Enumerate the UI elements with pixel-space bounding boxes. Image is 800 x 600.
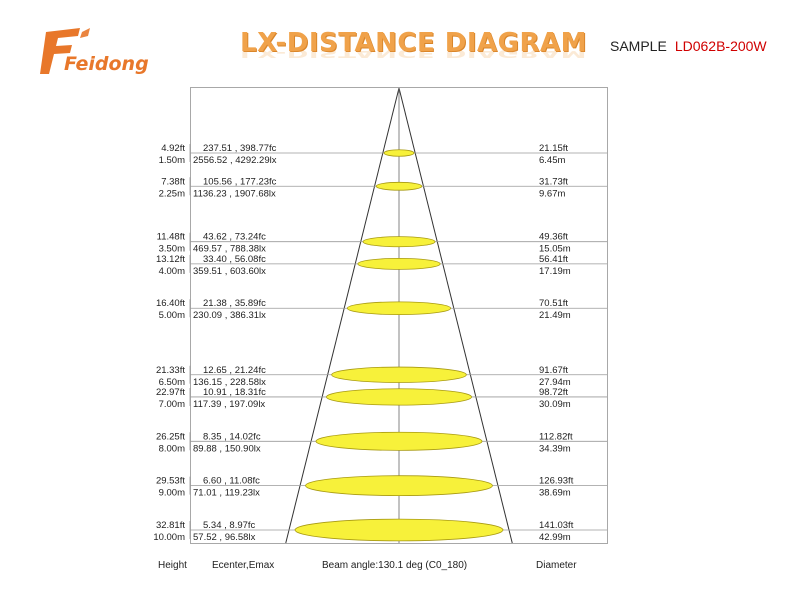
- illuminance-fc-label: 5.34 , 8.97fc: [203, 520, 256, 531]
- beam-spot-ellipse: [383, 149, 415, 157]
- sample-label-row: SAMPLE LD062B-200W: [610, 38, 767, 54]
- illuminance-lx-label: 117.39 , 197.09lx: [193, 399, 265, 410]
- diameter-m-label: 30.09m: [539, 399, 571, 410]
- logo-mark: Feidong: [40, 28, 149, 75]
- distance-ft-label: 22.97ft: [156, 387, 185, 398]
- illuminance-fc-label: 237.51 , 398.77fc: [203, 143, 277, 154]
- beam-edge-left: [285, 87, 400, 544]
- diagram-frame: [190, 87, 608, 544]
- footer-ecenter-label: Ecenter,Emax: [212, 560, 274, 571]
- illuminance-fc-label: 8.35 , 14.02fc: [203, 431, 261, 442]
- distance-ft-label: 21.33ft: [156, 365, 185, 376]
- diameter-ft-label: 70.51ft: [539, 298, 568, 309]
- illuminance-lx-label: 2556.52 , 4292.29lx: [193, 155, 277, 166]
- distance-m-label: 1.50m: [159, 155, 185, 166]
- logo-text: Feidong: [64, 53, 149, 75]
- distance-ft-label: 26.25ft: [156, 431, 185, 442]
- distance-m-label: 10.00m: [153, 532, 185, 543]
- diameter-ft-label: 56.41ft: [539, 254, 568, 265]
- diameter-ft-label: 141.03ft: [539, 520, 574, 531]
- footer-height-label: Height: [158, 560, 187, 571]
- illuminance-fc-label: 43.62 , 73.24fc: [203, 232, 266, 243]
- illuminance-lx-label: 1136.23 , 1907.68lx: [193, 188, 276, 199]
- beam-spot-ellipse: [294, 518, 504, 542]
- illuminance-fc-label: 10.91 , 18.31fc: [203, 387, 266, 398]
- diameter-m-label: 27.94m: [539, 377, 571, 388]
- illuminance-lx-label: 230.09 , 386.31lx: [193, 310, 266, 321]
- beam-edge-right: [398, 87, 513, 544]
- diameter-ft-label: 21.15ft: [539, 143, 568, 154]
- distance-m-label: 4.00m: [159, 266, 185, 277]
- footer-beam-angle-label: Beam angle:130.1 deg (C0_180): [322, 560, 467, 571]
- beam-spot-ellipse: [315, 431, 483, 451]
- distance-ft-label: 11.48ft: [157, 232, 186, 243]
- illuminance-fc-label: 12.65 , 21.24fc: [203, 365, 266, 376]
- feidong-logo: Feidong: [36, 24, 156, 80]
- diameter-m-label: 38.69m: [539, 488, 571, 499]
- distance-ft-label: 4.92ft: [161, 143, 185, 154]
- beam-spot-ellipse: [357, 257, 441, 270]
- distance-m-label: 2.25m: [159, 188, 185, 199]
- diameter-m-label: 42.99m: [539, 532, 571, 543]
- diameter-ft-label: 31.73ft: [539, 176, 568, 187]
- beam-spot-ellipse: [331, 366, 467, 383]
- beam-spot-ellipse: [305, 475, 493, 496]
- illuminance-lx-label: 57.52 , 96.58lx: [193, 532, 256, 543]
- diameter-ft-label: 98.72ft: [539, 387, 568, 398]
- distance-ft-label: 7.38ft: [161, 176, 185, 187]
- illuminance-lx-label: 359.51 , 603.60lx: [193, 266, 266, 277]
- distance-m-label: 8.00m: [159, 443, 185, 454]
- distance-m-label: 9.00m: [159, 488, 185, 499]
- diameter-m-label: 15.05m: [539, 244, 571, 255]
- footer-diameter-label: Diameter: [536, 560, 577, 571]
- beam-spot-ellipse: [326, 388, 472, 406]
- diameter-m-label: 17.19m: [539, 266, 571, 277]
- illuminance-lx-label: 71.01 , 119.23lx: [193, 488, 260, 499]
- diameter-ft-label: 126.93ft: [539, 476, 574, 487]
- distance-m-label: 5.00m: [159, 310, 185, 321]
- illuminance-fc-label: 21.38 , 35.89fc: [203, 298, 266, 309]
- distance-ft-label: 29.53ft: [156, 476, 185, 487]
- diameter-ft-label: 49.36ft: [539, 232, 568, 243]
- illuminance-lx-label: 469.57 , 788.38lx: [193, 244, 266, 255]
- illuminance-fc-label: 33.40 , 56.08fc: [203, 254, 266, 265]
- distance-ft-label: 13.12ft: [156, 254, 185, 265]
- page-title: LX-DISTANCE DIAGRAM: [240, 28, 587, 58]
- distance-m-label: 3.50m: [159, 244, 185, 255]
- illuminance-lx-label: 136.15 , 228.58lx: [193, 377, 266, 388]
- diameter-ft-label: 91.67ft: [539, 365, 568, 376]
- distance-ft-label: 16.40ft: [156, 298, 185, 309]
- beam-spot-ellipse: [346, 301, 452, 316]
- diameter-m-label: 9.67m: [539, 188, 565, 199]
- distance-ft-label: 32.81ft: [156, 520, 185, 531]
- diameter-m-label: 34.39m: [539, 443, 571, 454]
- model-number: LD062B-200W: [674, 38, 767, 54]
- diameter-m-label: 21.49m: [539, 310, 571, 321]
- distance-m-label: 7.00m: [159, 399, 185, 410]
- diameter-ft-label: 112.82ft: [539, 431, 573, 442]
- beam-spot-ellipse: [375, 181, 423, 191]
- diameter-m-label: 6.45m: [539, 155, 565, 166]
- illuminance-lx-label: 89.88 , 150.90lx: [193, 443, 261, 454]
- beam-spot-ellipse: [362, 236, 436, 248]
- sample-label: SAMPLE: [610, 38, 667, 54]
- distance-m-label: 6.50m: [159, 377, 185, 388]
- illuminance-fc-label: 6.60 , 11.08fc: [203, 476, 260, 487]
- illuminance-fc-label: 105.56 , 177.23fc: [203, 176, 277, 187]
